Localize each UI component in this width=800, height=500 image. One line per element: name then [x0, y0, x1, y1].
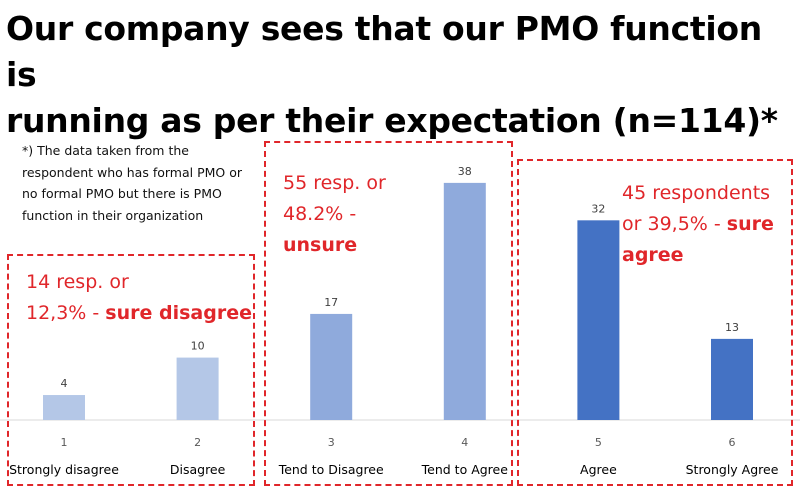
group-box-agree — [517, 159, 793, 486]
x-tick-label: 3 — [328, 436, 335, 449]
annotation-bold: unsure — [283, 234, 358, 256]
category-label: Disagree — [170, 462, 226, 477]
x-tick-label: 2 — [194, 436, 201, 449]
annotation-bold: sure disagree — [105, 302, 252, 324]
group-box-unsure — [264, 141, 513, 486]
x-tick-label: 5 — [595, 436, 602, 449]
data-label: 13 — [725, 321, 739, 334]
bar — [711, 338, 753, 420]
annotation-line: 45 respondents — [622, 182, 771, 204]
annotation-line: or 39,5% - — [622, 213, 727, 235]
bar — [577, 220, 620, 420]
category-label: Agree — [580, 462, 617, 477]
slide-title: Our company sees that our PMO function i… — [6, 6, 800, 144]
title-line-1: Our company sees that our PMO function i… — [6, 9, 762, 94]
data-label: 4 — [61, 377, 68, 390]
data-label: 10 — [191, 340, 205, 353]
title-line-2: running as per their expectation (n=114)… — [6, 101, 778, 140]
annotation-line: 55 resp. or — [283, 172, 386, 194]
bar — [176, 357, 219, 420]
x-tick-label: 6 — [729, 436, 736, 449]
group-box-disagree — [7, 254, 255, 486]
bar — [310, 313, 353, 420]
x-tick-label: 4 — [461, 436, 468, 449]
annotation-disagree: 14 resp. or 12,3% - sure disagree — [26, 267, 252, 329]
annotation-unsure: 55 resp. or 48.2% - unsure — [283, 168, 423, 261]
annotation-bold: sure agree — [622, 213, 774, 266]
category-label: Tend to Agree — [421, 462, 509, 477]
category-label: Strongly disagree — [9, 462, 119, 477]
data-label: 32 — [591, 202, 605, 215]
bar — [443, 182, 486, 420]
category-label: Tend to Disagree — [278, 462, 384, 477]
category-label: Strongly Agree — [686, 462, 779, 477]
bar — [43, 395, 85, 420]
annotation-line: 12,3% - — [26, 302, 106, 324]
annotation-line: 48.2% - — [283, 203, 357, 225]
data-label: 17 — [324, 296, 338, 309]
annotation-line: 14 resp. or — [26, 271, 129, 293]
x-tick-label: 1 — [61, 436, 68, 449]
data-label: 38 — [458, 165, 472, 178]
footnote: *) The data taken from the respondent wh… — [22, 143, 243, 223]
annotation-agree: 45 respondents or 39,5% - sure agree — [622, 178, 792, 271]
